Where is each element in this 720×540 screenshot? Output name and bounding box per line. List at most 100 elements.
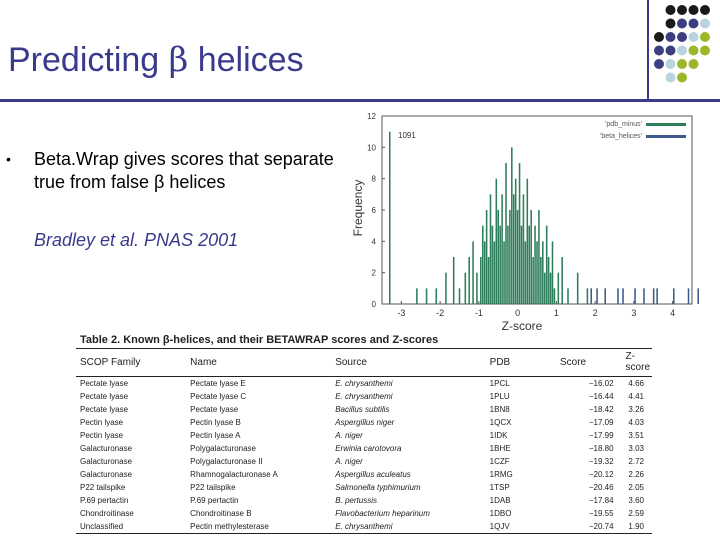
cell-name: P.69 pertactin	[190, 496, 239, 505]
bar-pdb-minus	[495, 178, 498, 304]
cell-source: Salmonella typhimurium	[335, 483, 421, 492]
table-header-row: SCOP Family Name Source PDB Score Z-scor…	[76, 348, 652, 377]
bar-pdb-minus	[507, 225, 509, 304]
decorative-dot	[700, 32, 710, 42]
bar-pdb-minus	[538, 210, 540, 304]
bar-pdb-minus	[536, 241, 538, 304]
bar-pdb-minus	[491, 225, 494, 304]
decorative-dot	[677, 45, 687, 56]
table-row: Chondroitinase Chondroitinase B Flavobacte…	[76, 507, 652, 520]
bar-pdb-minus	[425, 288, 428, 304]
bar-pdb-minus	[388, 131, 391, 304]
bar-pdb-minus	[532, 257, 534, 304]
cell-zscore: 4.03	[628, 418, 644, 427]
decorative-dot	[688, 5, 699, 15]
slide-title-prefix: Predicting	[8, 41, 169, 79]
decorative-dot	[700, 5, 710, 15]
legend-label-0: 'pdb_minus'	[605, 121, 642, 128]
cell-scop-family: Pectate lyase	[80, 405, 129, 414]
cell-scop-family: Chondroitinase	[80, 509, 134, 518]
decorative-dot	[677, 32, 687, 42]
legend-label-1: 'beta_helices'	[600, 133, 642, 140]
decorative-dot-grid	[654, 5, 710, 83]
y-tick-label: 6	[372, 206, 377, 215]
table-row: Pectate lyase Pectate lyase Bacillus subti…	[76, 403, 652, 416]
title-vertical-rule	[647, 0, 649, 100]
y-tick-label: 4	[372, 237, 377, 246]
bullet-text: Beta.Wrap gives scores that separate tru…	[34, 149, 334, 192]
bar-pdb-minus	[499, 225, 501, 304]
cell-source: E. chrysanthemi	[335, 379, 393, 388]
bar-pdb-minus	[522, 194, 525, 304]
bar-pdb-minus	[489, 194, 492, 304]
cell-scop-family: Pectate lyase	[80, 379, 129, 388]
cell-pdb: 1DAB	[489, 496, 511, 505]
bar-pdb-minus	[551, 241, 554, 304]
bar-pdb-minus	[512, 194, 515, 304]
cell-name: Rhamnogalacturonase A	[190, 470, 278, 479]
table-row: Galacturonase Polygalacturonase Erwinia ca…	[76, 442, 652, 455]
cell-name: Chondroitinase B	[190, 509, 252, 518]
y-tick-label: 2	[372, 269, 377, 278]
x-tick-label: -1	[475, 308, 483, 318]
bar-pdb-minus	[487, 257, 490, 304]
bar-pdb-minus	[526, 178, 529, 304]
cell-pdb: 1PCL	[489, 379, 510, 388]
y-tick-label: 0	[372, 300, 377, 309]
x-tick-label: 1	[554, 308, 559, 318]
table-row: Unclassified Pectin methylesterase E. chry…	[76, 520, 652, 534]
cell-zscore: 2.72	[628, 457, 644, 466]
cell-name: Pectin lyase B	[190, 418, 241, 427]
decorative-dot	[665, 5, 676, 15]
bar-pdb-minus	[540, 257, 542, 304]
cell-score: −18.42	[588, 405, 614, 414]
bar-beta-helices	[622, 288, 624, 304]
cell-pdb: 1QCX	[489, 418, 512, 427]
table-row: Pectate lyase Pectate lyase E E. chrysanth…	[76, 377, 652, 391]
decorative-dot	[700, 18, 710, 29]
bar-beta-helices	[652, 288, 655, 304]
bar-pdb-minus	[561, 257, 563, 304]
cell-score: −17.99	[588, 431, 614, 440]
bar-pdb-minus	[480, 257, 482, 304]
table-row: Pectate lyase Pectate lyase C E. chrysanth…	[76, 390, 652, 403]
cell-zscore: 2.59	[628, 509, 644, 518]
table-body: Pectate lyase Pectate lyase E E. chrysanth…	[76, 377, 652, 534]
bar-pdb-minus	[476, 272, 478, 304]
decorative-dot	[700, 45, 710, 56]
decorative-dot	[665, 59, 676, 69]
cell-name: P22 tailspike	[190, 483, 236, 492]
cell-zscore: 3.51	[628, 431, 644, 440]
decorative-dot	[688, 59, 699, 69]
decorative-dot	[665, 45, 676, 56]
cell-scop-family: Galacturonase	[80, 444, 133, 453]
title-horizontal-rule	[0, 99, 720, 102]
bar-pdb-minus	[511, 147, 513, 304]
cell-name: Polygalacturonase	[190, 444, 256, 453]
cell-name: Pectin lyase A	[190, 431, 241, 440]
x-tick-label: -3	[397, 308, 405, 318]
col-zscore: Z-score	[621, 348, 652, 377]
bar-pdb-minus	[516, 210, 519, 304]
bar-pdb-minus	[528, 225, 531, 304]
bar-pdb-minus	[514, 178, 517, 304]
cell-score: −20.74	[555, 520, 622, 534]
cell-score: −18.80	[588, 444, 614, 453]
cell-zscore: 4.41	[628, 392, 644, 401]
cell-scop-family: P.69 pertactin	[80, 496, 129, 505]
bar-beta-helices	[687, 288, 690, 304]
bar-pdb-minus	[483, 241, 486, 304]
col-source: Source	[331, 348, 486, 377]
bar-beta-helices	[590, 288, 593, 304]
cell-source: A. niger	[335, 457, 363, 466]
legend-swatch-1	[646, 135, 686, 138]
slide-title: Predicting β helices	[8, 40, 304, 80]
table-row: P22 tailspike P22 tailspike Salmonella typ…	[76, 481, 652, 494]
chart-annotation: 1091	[398, 131, 416, 140]
table-row: Pectin lyase Pectin lyase B Aspergillus ni…	[76, 416, 652, 429]
bar-pdb-minus	[557, 272, 560, 304]
bar-pdb-minus	[493, 241, 496, 304]
cell-source: E. chrysanthemi	[331, 520, 486, 534]
decorative-dot	[688, 45, 699, 56]
cell-source: Aspergillus niger	[335, 418, 395, 427]
